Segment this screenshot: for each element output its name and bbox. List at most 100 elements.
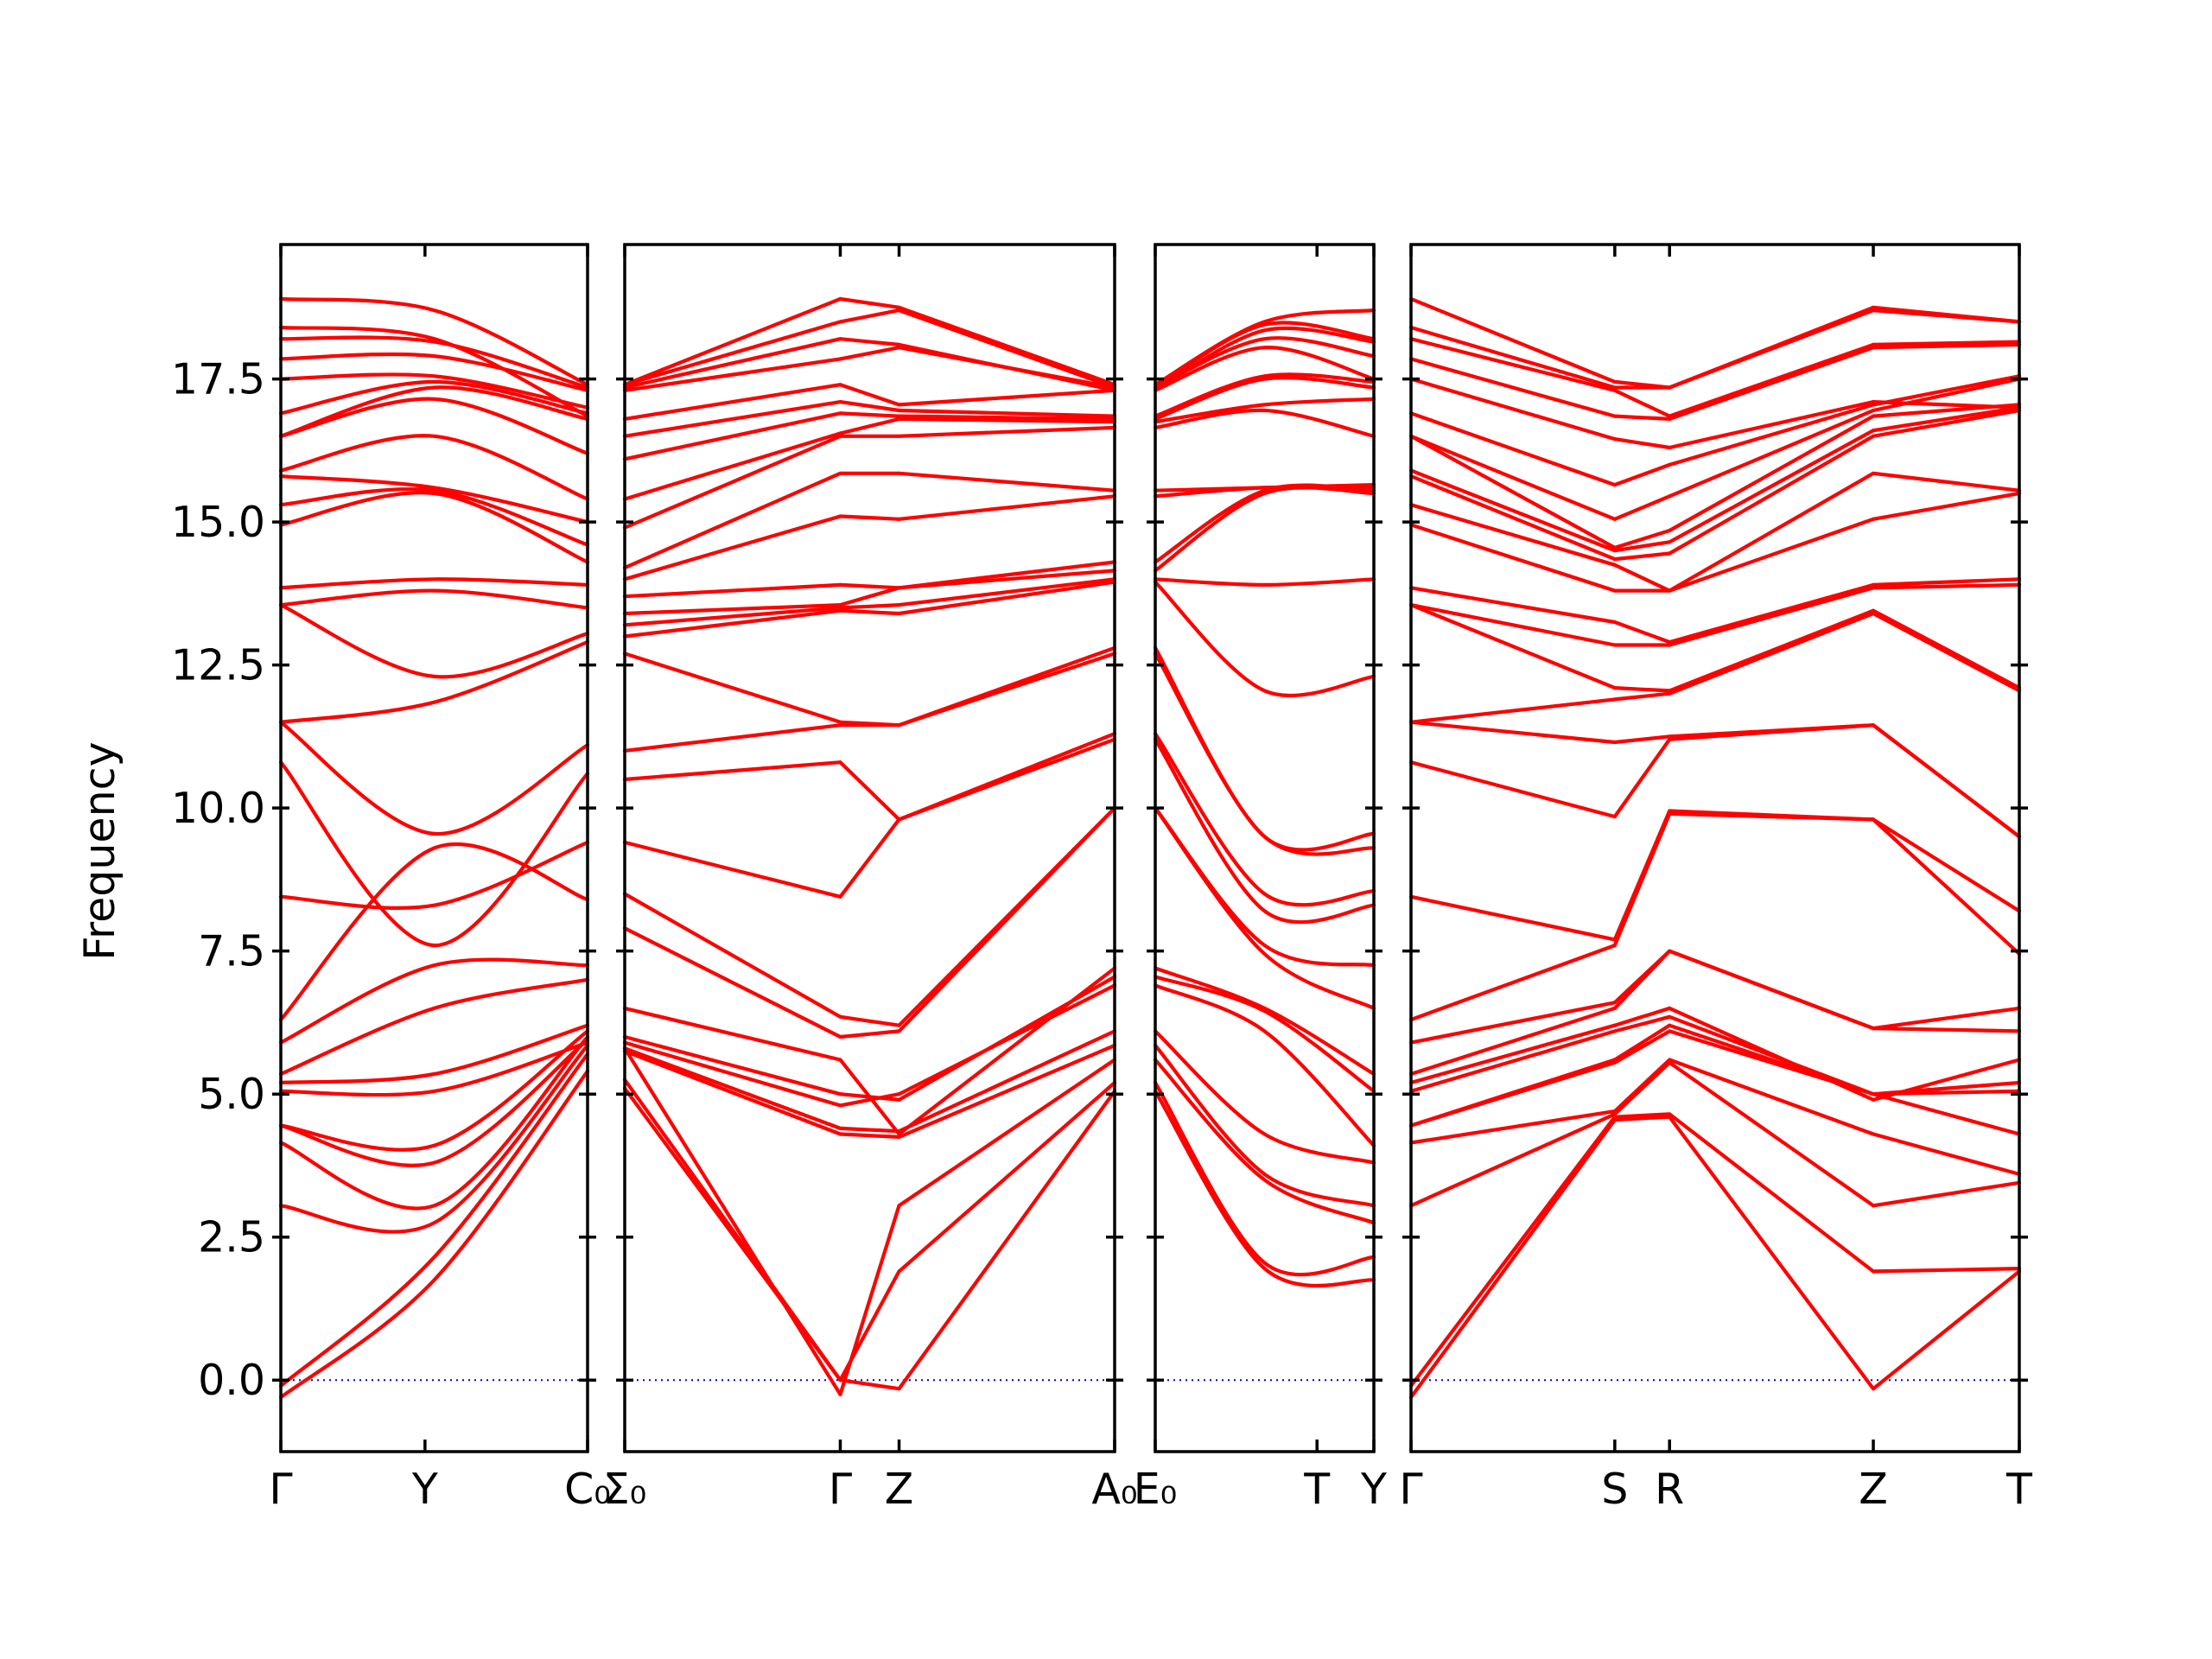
- phonon-band: [1612, 734, 1672, 745]
- phonon-band: [838, 603, 901, 610]
- phonon-band: [1408, 325, 1617, 390]
- phonon-band: [1668, 434, 1876, 556]
- phonon-band: [1668, 611, 1876, 696]
- phonon-band: [838, 582, 901, 590]
- phonon-band: [622, 582, 842, 599]
- phonon-band: [1408, 1109, 1617, 1145]
- phonon-band: [1153, 1080, 1376, 1277]
- phonon-band: [1153, 975, 1376, 1093]
- phonon-band: [1408, 697, 1617, 724]
- x-tick-label: Γ: [269, 1465, 293, 1514]
- phonon-band: [1153, 308, 1376, 387]
- phonon-band: [1612, 1014, 1672, 1033]
- phonon-band: [1612, 379, 1672, 390]
- phonon-band: [1408, 603, 1617, 647]
- phonon-band: [1153, 1043, 1376, 1208]
- phonon-band: [1408, 337, 1617, 392]
- phonon-band: [1871, 408, 2022, 438]
- phonon-band: [622, 383, 842, 421]
- phonon-band: [278, 957, 590, 1045]
- phonon-band: [1612, 563, 1672, 593]
- phonon-band: [1871, 491, 2022, 521]
- phonon-band: [622, 337, 842, 390]
- phonon-band: [1612, 437, 1672, 450]
- phonon-band: [1153, 1058, 1376, 1225]
- phonon-band: [838, 1014, 901, 1027]
- phonon-band: [838, 817, 901, 899]
- phonon-band: [897, 425, 1117, 438]
- phonon-band: [1612, 528, 1672, 550]
- phonon-band: [622, 1049, 842, 1136]
- phonon-band: [278, 720, 590, 836]
- phonon-band: [897, 1058, 1117, 1208]
- phonon-band: [897, 806, 1117, 1027]
- phonon-band: [1408, 894, 1617, 942]
- phonon-band: [278, 335, 590, 390]
- phonon-band: [278, 385, 590, 438]
- x-tick-label: Γ: [829, 1465, 853, 1514]
- phonon-band: [1153, 652, 1376, 856]
- phonon-band: [1408, 434, 1617, 550]
- phonon-band: [897, 308, 1117, 390]
- phonon-band: [622, 760, 842, 782]
- phonon-band: [1153, 983, 1376, 1147]
- phonon-band: [1668, 346, 1876, 421]
- phonon-band: [897, 580, 1117, 616]
- phonon-band: [1668, 723, 1876, 739]
- phonon-band: [1408, 944, 1617, 1022]
- phonon-band: [1871, 611, 2022, 693]
- phonon-band: [897, 966, 1117, 1136]
- x-tick-label: Y: [411, 1465, 439, 1514]
- phonon-band: [622, 1006, 842, 1062]
- phonon-band: [1153, 1029, 1376, 1165]
- phonon-band: [278, 760, 590, 948]
- phonon-band: [622, 840, 842, 899]
- band-series: [1408, 296, 2022, 1400]
- phonon-band: [278, 379, 590, 416]
- y-tick-label: 7.5: [198, 927, 265, 976]
- phonon-band: [1153, 806, 1376, 968]
- phonon-band: [1871, 608, 2022, 690]
- phonon-band: [278, 640, 590, 724]
- phonon-band: [1153, 486, 1376, 573]
- phonon-band: [1612, 462, 1672, 487]
- phonon-band: [278, 1023, 590, 1085]
- phonon-band: [897, 1089, 1117, 1391]
- phonon-band: [838, 337, 901, 346]
- phonon-band: [838, 1029, 901, 1039]
- phonon-band: [1153, 408, 1376, 438]
- phonon-band: [897, 645, 1117, 728]
- phonon-band: [1612, 1112, 1672, 1119]
- phonon-band: [1668, 400, 1876, 450]
- phonon-band: [622, 603, 842, 616]
- phonon-band: [1871, 471, 2022, 493]
- phonon-band: [622, 471, 842, 570]
- phonon-band: [1612, 414, 1672, 421]
- y-axis-tick-labels: 0.0 2.5 5.0 7.5 10.0 12.5 15.0 17.5: [171, 355, 265, 1406]
- phonon-band: [1871, 1132, 2022, 1176]
- phonon-band: [838, 1269, 901, 1382]
- phonon-band: [1668, 342, 1876, 418]
- phonon-band: [278, 1043, 590, 1234]
- phonon-band: [1408, 296, 1617, 384]
- phonon-band: [278, 397, 590, 455]
- phonon-band: [622, 320, 842, 387]
- x-tick-label: A₀: [1091, 1465, 1137, 1514]
- y-tick-label: 15.0: [171, 498, 265, 547]
- phonon-band: [1408, 377, 1617, 442]
- phonon-band: [1408, 411, 1617, 487]
- phonon-band: [838, 720, 901, 728]
- phonon-band: [838, 1058, 901, 1136]
- y-axis-label: Frequency: [75, 741, 124, 960]
- phonon-band: [278, 1040, 590, 1097]
- y-tick-label: 0.0: [198, 1356, 265, 1405]
- phonon-band: [278, 1034, 590, 1211]
- phonon-band: [622, 652, 842, 724]
- phonon-band: [1668, 1006, 1876, 1102]
- band-panel: Σ₀ Γ Z A₀: [603, 243, 1138, 1514]
- phonon-band: [622, 723, 842, 753]
- phonon-band: [1153, 1089, 1376, 1287]
- phonon-band: [1408, 523, 1617, 593]
